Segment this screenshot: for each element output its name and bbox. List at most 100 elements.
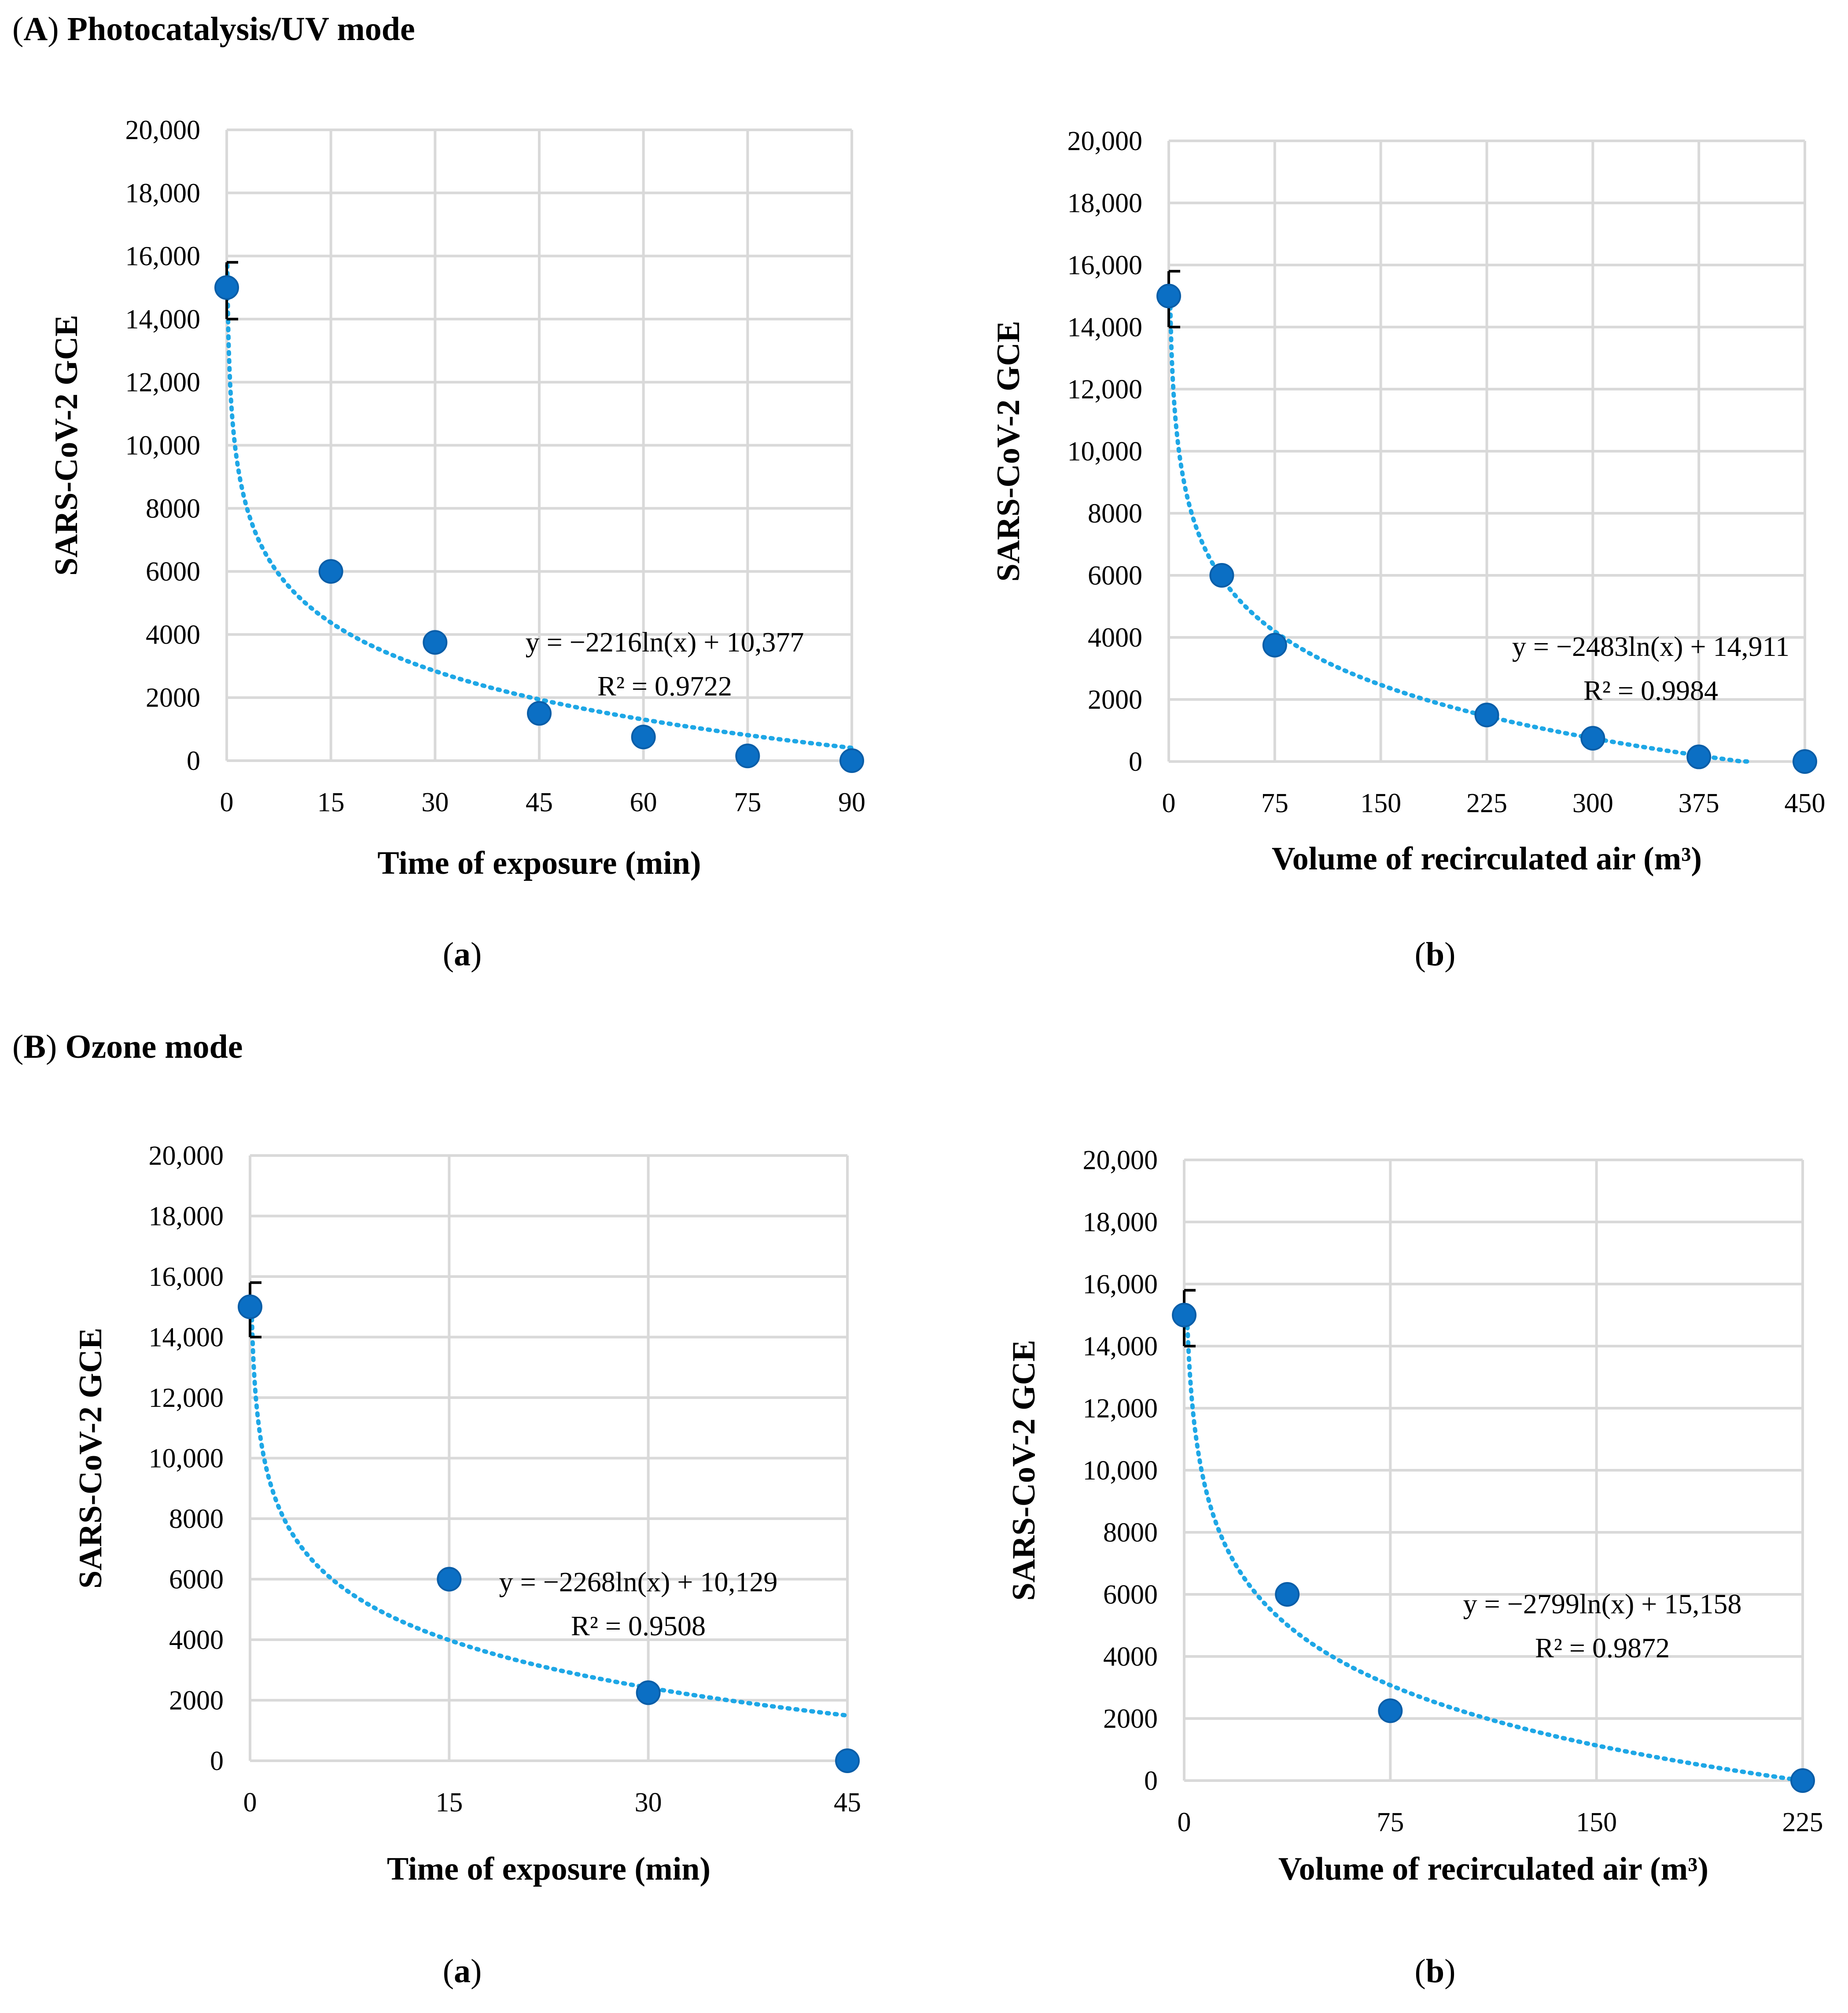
y-tick-label: 4000	[1088, 623, 1142, 653]
y-tick-label: 12,000	[1083, 1394, 1158, 1424]
x-tick-label: 75	[1261, 788, 1288, 818]
x-axis-title: Time of exposure (min)	[377, 845, 701, 881]
y-tick-label: 6000	[169, 1565, 224, 1595]
x-tick-label: 150	[1576, 1807, 1617, 1837]
y-tick-label: 16,000	[1083, 1270, 1158, 1299]
y-tick-label: 16,000	[149, 1262, 224, 1292]
x-tick-label: 225	[1466, 788, 1507, 818]
trendline	[249, 1300, 850, 1718]
x-tick-label: 90	[838, 788, 865, 817]
panel-label-b-top: (b)	[1414, 936, 1456, 973]
data-point	[1790, 1768, 1815, 1793]
trendline-equation: y = −2268ln(x) + 10,129	[499, 1566, 778, 1597]
x-tick-label: 30	[421, 788, 449, 817]
y-axis-title: SARS-CoV-2 GCE	[1006, 1340, 1042, 1601]
y-tick-label: 0	[210, 1746, 224, 1776]
y-tick-label: 6000	[1103, 1580, 1158, 1610]
data-point	[214, 275, 239, 300]
y-axis-title: SARS-CoV-2 GCE	[990, 321, 1027, 582]
y-tick-label: 16,000	[1068, 250, 1143, 280]
y-tick-label: 14,000	[1083, 1332, 1158, 1362]
y-tick-label: 0	[1144, 1766, 1158, 1796]
y-tick-label: 6000	[1088, 561, 1142, 591]
data-point	[1580, 726, 1605, 751]
y-tick-label: 8000	[1103, 1518, 1158, 1548]
r-squared-label: R² = 0.9872	[1535, 1632, 1670, 1663]
y-tick-label: 8000	[169, 1504, 224, 1534]
y-tick-label: 2000	[169, 1686, 224, 1716]
y-tick-label: 18,000	[149, 1202, 224, 1232]
data-point	[1262, 633, 1287, 658]
data-point	[1474, 703, 1499, 728]
data-point	[1378, 1698, 1403, 1723]
x-tick-label: 45	[526, 788, 553, 817]
y-tick-label: 14,000	[149, 1323, 224, 1353]
y-tick-label: 0	[1129, 747, 1142, 777]
x-tick-label: 15	[317, 788, 345, 817]
trendline-equation: y = −2799ln(x) + 15,158	[1463, 1588, 1742, 1619]
y-tick-label: 18,000	[1083, 1207, 1158, 1237]
y-tick-label: 6000	[146, 557, 200, 587]
x-axis-title: Volume of recirculated air (m³)	[1278, 1851, 1708, 1887]
y-tick-label: 14,000	[125, 305, 201, 335]
x-tick-label: 0	[1178, 1807, 1191, 1837]
y-tick-label: 2000	[146, 683, 200, 713]
gridlines	[1183, 1159, 1804, 1782]
x-tick-label: 0	[1162, 788, 1176, 818]
panel-label-a-top: (a)	[442, 936, 482, 973]
y-tick-label: 18,000	[1068, 188, 1143, 218]
data-point	[318, 559, 343, 584]
y-tick-label: 10,000	[149, 1444, 224, 1474]
x-tick-label: 75	[1377, 1807, 1404, 1837]
x-tick-label: 150	[1360, 788, 1401, 818]
y-tick-label: 8000	[1088, 499, 1142, 529]
data-point	[1209, 563, 1234, 588]
y-tick-label: 18,000	[125, 178, 201, 208]
data-point	[423, 630, 448, 655]
x-tick-label: 375	[1679, 788, 1719, 818]
y-tick-label: 14,000	[1068, 313, 1143, 342]
data-point	[1686, 744, 1712, 769]
y-tick-label: 4000	[1103, 1642, 1158, 1672]
y-tick-label: 20,000	[1083, 1145, 1158, 1175]
gridlines	[249, 1154, 849, 1762]
trendline-equation: y = −2216ln(x) + 10,377	[526, 626, 804, 658]
y-tick-label: 8000	[146, 494, 200, 524]
y-tick-label: 12,000	[149, 1383, 224, 1413]
y-tick-label: 4000	[146, 620, 200, 650]
x-tick-label: 60	[630, 788, 657, 817]
y-tick-label: 16,000	[125, 242, 201, 272]
x-axis-title: Time of exposure (min)	[387, 1851, 710, 1887]
y-tick-label: 20,000	[125, 115, 201, 145]
data-point	[631, 725, 656, 750]
y-tick-label: 4000	[169, 1625, 224, 1655]
r-squared-label: R² = 0.9508	[571, 1610, 706, 1641]
y-tick-label: 10,000	[1083, 1456, 1158, 1486]
gridlines	[225, 129, 853, 762]
data-point	[527, 701, 552, 726]
data-point	[437, 1567, 462, 1592]
section-a-title: (A) Photocatalysis/UV mode	[12, 11, 415, 48]
trendline-equation: y = −2483ln(x) + 14,911	[1512, 631, 1789, 662]
x-tick-label: 30	[635, 1788, 662, 1818]
x-axis-title: Volume of recirculated air (m³)	[1272, 841, 1702, 877]
data-point	[835, 1748, 860, 1773]
trendline	[1185, 1316, 1805, 1783]
y-tick-label: 20,000	[1068, 126, 1143, 156]
r-squared-label: R² = 0.9984	[1583, 675, 1718, 706]
data-point	[1172, 1303, 1196, 1328]
data-point	[735, 743, 760, 769]
data-point	[1275, 1582, 1300, 1607]
y-tick-label: 2000	[1103, 1704, 1158, 1734]
gridlines	[1167, 140, 1806, 763]
y-axis-title: SARS-CoV-2 GCE	[73, 1328, 109, 1589]
x-tick-label: 0	[243, 1788, 257, 1818]
x-tick-label: 450	[1785, 788, 1826, 818]
y-tick-label: 10,000	[1068, 437, 1143, 467]
data-point	[1793, 749, 1817, 774]
y-tick-label: 12,000	[1068, 375, 1143, 405]
